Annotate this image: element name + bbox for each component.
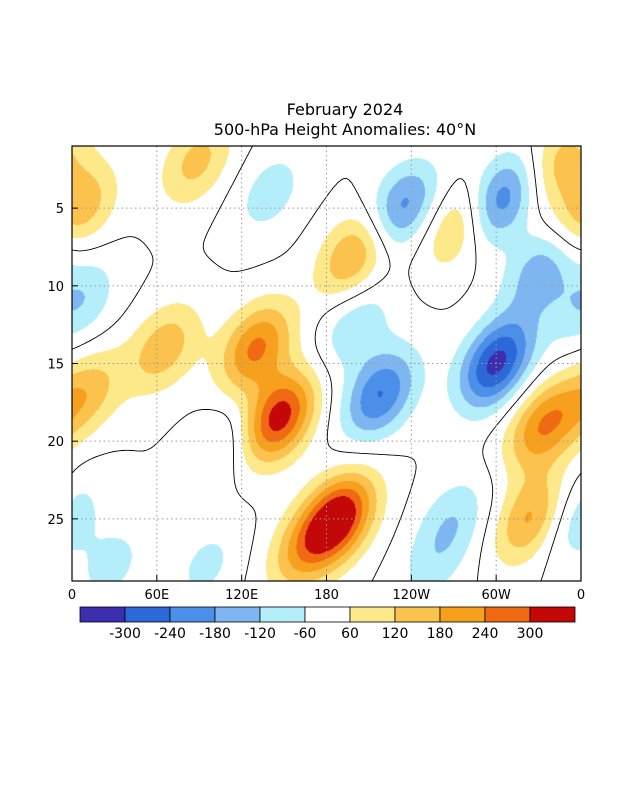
colorbar-swatch xyxy=(439,606,486,623)
zero-contours xyxy=(71,145,582,582)
colorbar-label: -300 xyxy=(109,626,141,642)
colorbar-label: 300 xyxy=(517,626,544,642)
x-tick-label: 120E xyxy=(225,588,258,603)
x-tick-label: 120W xyxy=(392,588,430,603)
x-tick-label: 60E xyxy=(144,588,169,603)
colorbar-swatch xyxy=(214,606,261,623)
colorbar-label: -60 xyxy=(294,626,317,642)
colorbar-swatch xyxy=(349,606,396,623)
colorbar-label: 120 xyxy=(382,626,409,642)
x-tick-label: 180 xyxy=(314,588,339,603)
y-axis: 5 10 15 20 25 xyxy=(47,202,78,528)
colorbar-label: -120 xyxy=(244,626,276,642)
chart-title: February 2024 xyxy=(287,100,404,119)
colorbar-label: -240 xyxy=(154,626,186,642)
colorbar-label: -180 xyxy=(199,626,231,642)
y-tick-label: 5 xyxy=(56,202,64,217)
colorbar-swatch xyxy=(124,606,171,623)
colorbar-swatch xyxy=(259,606,306,623)
y-tick-label: 10 xyxy=(47,280,64,295)
colorbar-label: 240 xyxy=(472,626,499,642)
colorbar-swatch xyxy=(484,606,531,623)
colorbar: -300 -240 -180 -120 -60 60 120 180 240 300 xyxy=(79,606,576,642)
x-tick-label: 0 xyxy=(68,588,76,603)
zero-contour-line xyxy=(71,145,582,582)
chart-subtitle: 500-hPa Height Anomalies: 40°N xyxy=(214,120,476,139)
colorbar-label: 60 xyxy=(341,626,359,642)
x-tick-label: 60W xyxy=(481,588,511,603)
x-tick-label: 0 xyxy=(577,588,585,603)
x-axis: 0 60E 120E 180 120W 60W 0 xyxy=(68,575,585,603)
y-tick-label: 25 xyxy=(47,513,64,528)
colorbar-label: 180 xyxy=(427,626,454,642)
colorbar-swatch xyxy=(169,606,216,623)
colorbar-swatch xyxy=(394,606,441,623)
colorbar-swatch xyxy=(529,606,576,623)
y-tick-label: 15 xyxy=(47,358,64,373)
colorbar-swatch xyxy=(304,606,351,623)
colorbar-swatch xyxy=(79,606,126,623)
grid-lines xyxy=(72,146,581,581)
y-tick-label: 20 xyxy=(47,435,64,450)
